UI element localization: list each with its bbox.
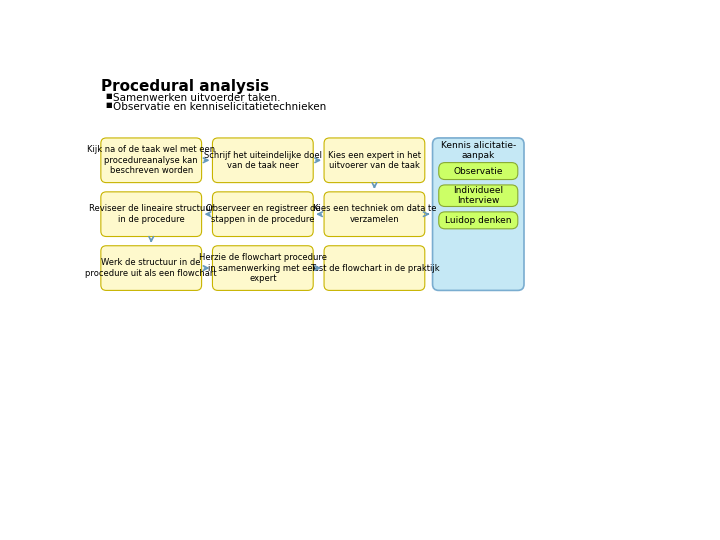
Text: ■: ■ xyxy=(106,102,112,108)
FancyBboxPatch shape xyxy=(212,192,313,237)
Text: Kies een techniek om data te
verzamelen: Kies een techniek om data te verzamelen xyxy=(312,205,436,224)
Text: Observatie en kenniselicitatietechnieken: Observatie en kenniselicitatietechnieken xyxy=(113,102,326,112)
FancyBboxPatch shape xyxy=(324,192,425,237)
Text: Reviseer de lineaire structuur
in de procedure: Reviseer de lineaire structuur in de pro… xyxy=(89,205,214,224)
Text: Werk de structuur in de
procedure uit als een flowchart: Werk de structuur in de procedure uit al… xyxy=(86,258,217,278)
Text: ■: ■ xyxy=(106,92,112,98)
FancyBboxPatch shape xyxy=(101,192,202,237)
FancyBboxPatch shape xyxy=(433,138,524,291)
Text: Kennis alicitatie-
aanpak: Kennis alicitatie- aanpak xyxy=(441,141,516,160)
FancyBboxPatch shape xyxy=(212,138,313,183)
Text: Kies een expert in het
uitvoerer van de taak: Kies een expert in het uitvoerer van de … xyxy=(328,151,421,170)
FancyBboxPatch shape xyxy=(212,246,313,291)
FancyBboxPatch shape xyxy=(101,138,202,183)
Text: Schrijf het uiteindelijke doel
van de taak neer: Schrijf het uiteindelijke doel van de ta… xyxy=(204,151,322,170)
Text: Kijk na of de taak wel met een
procedureanalyse kan
beschreven worden: Kijk na of de taak wel met een procedure… xyxy=(87,145,215,175)
Text: Samenwerken uitvoerder taken.: Samenwerken uitvoerder taken. xyxy=(113,92,281,103)
Text: Herzie de flowchart procedure
in samenwerking met een
expert: Herzie de flowchart procedure in samenwe… xyxy=(199,253,327,283)
FancyBboxPatch shape xyxy=(438,185,518,206)
FancyBboxPatch shape xyxy=(324,138,425,183)
Text: Luidop denken: Luidop denken xyxy=(445,216,511,225)
Text: Procedural analysis: Procedural analysis xyxy=(101,79,269,93)
Text: Individueel
Interview: Individueel Interview xyxy=(453,186,503,205)
FancyBboxPatch shape xyxy=(438,212,518,229)
Text: Observeer en registreer de
stappen in de procedure: Observeer en registreer de stappen in de… xyxy=(205,205,320,224)
FancyBboxPatch shape xyxy=(101,246,202,291)
FancyBboxPatch shape xyxy=(324,246,425,291)
Text: Test de flowchart in de praktijk: Test de flowchart in de praktijk xyxy=(310,264,439,273)
FancyBboxPatch shape xyxy=(438,163,518,179)
Text: Observatie: Observatie xyxy=(454,166,503,176)
